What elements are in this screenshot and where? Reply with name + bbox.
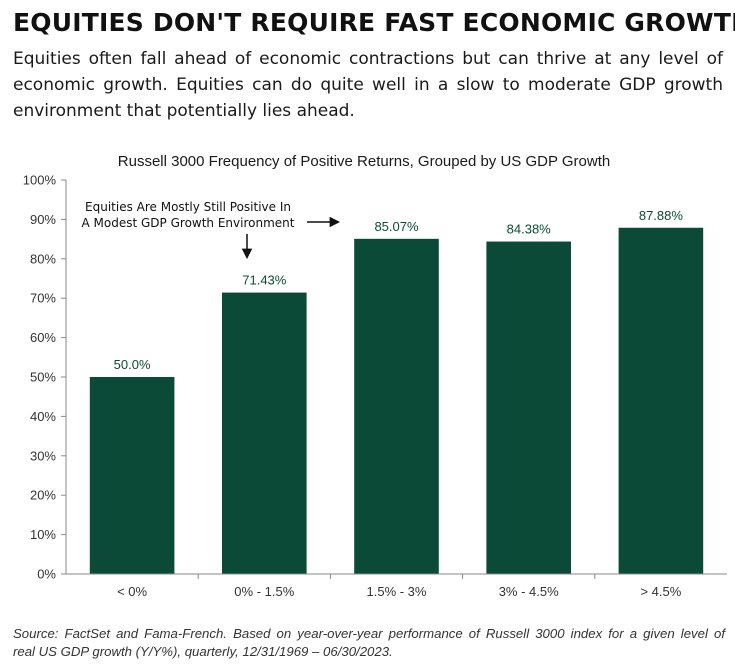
bar (486, 241, 572, 575)
y-tick-label: 20% (30, 488, 56, 503)
y-tick-label: 50% (30, 370, 56, 385)
y-tick-label: 0% (37, 567, 56, 582)
bar (89, 377, 175, 574)
y-axis: 0% 10% 20% 30% 40% 50% 60% 70% 80% 90% 100% (23, 173, 67, 582)
x-tick-label: 0% - 1.5% (234, 584, 294, 599)
page-title: EQUITIES DON'T REQUIRE FAST ECONOMIC GRO… (13, 8, 735, 37)
y-tick-label: 90% (30, 212, 56, 227)
bar-value-label: 84.38% (507, 222, 552, 237)
subtitle-line: environment that potentially lies ahead. (13, 101, 355, 121)
source-line: real US GDP growth (Y/Y%), quarterly, 12… (13, 644, 393, 659)
x-tick-label: > 4.5% (640, 584, 681, 599)
y-tick-label: 80% (30, 251, 56, 266)
bar-value-label: 87.88% (639, 208, 684, 223)
bar-value-label: 50.0% (114, 357, 151, 372)
source-note: Source: FactSet and Fama-French. Based o… (13, 625, 725, 661)
bar-chart: Russell 3000 Frequency of Positive Retur… (23, 153, 727, 599)
subtitle-paragraph: Equities often fall ahead of economic co… (13, 46, 723, 124)
y-tick-label: 30% (30, 448, 56, 463)
y-tick-label: 10% (30, 527, 56, 542)
bars-group (89, 227, 704, 575)
x-tick-label: 3% - 4.5% (499, 584, 559, 599)
subtitle-line: economic growth. Equities can do quite w… (13, 75, 723, 95)
chart-container: Russell 3000 Frequency of Positive Retur… (0, 140, 735, 610)
chart-annotation: Equities Are Mostly Still Positive In A … (82, 200, 341, 260)
annotation-line: A Modest GDP Growth Environment (82, 216, 295, 230)
y-tick-label: 70% (30, 291, 56, 306)
source-line: Source: FactSet and Fama-French. Based o… (13, 626, 725, 641)
x-tick-label: 1.5% - 3% (367, 584, 427, 599)
y-tick-label: 100% (23, 173, 57, 188)
bar (354, 238, 439, 574)
bar-value-label: 71.43% (242, 273, 287, 288)
y-tick-label: 40% (30, 409, 56, 424)
y-tick-label: 60% (30, 330, 56, 345)
subtitle-line: Equities often fall ahead of economic co… (13, 49, 723, 69)
bar-value-label: 85.07% (374, 219, 419, 234)
value-labels-group: 50.0% 71.43% 85.07% 84.38% 87.88% (114, 208, 684, 372)
x-tick-label: < 0% (117, 584, 147, 599)
bar (221, 292, 307, 574)
x-axis: < 0% 0% - 1.5% 1.5% - 3% 3% - 4.5% > 4.5% (66, 573, 727, 599)
chart-title: Russell 3000 Frequency of Positive Retur… (118, 153, 610, 170)
bar (618, 227, 704, 574)
annotation-line: Equities Are Mostly Still Positive In (85, 200, 291, 214)
